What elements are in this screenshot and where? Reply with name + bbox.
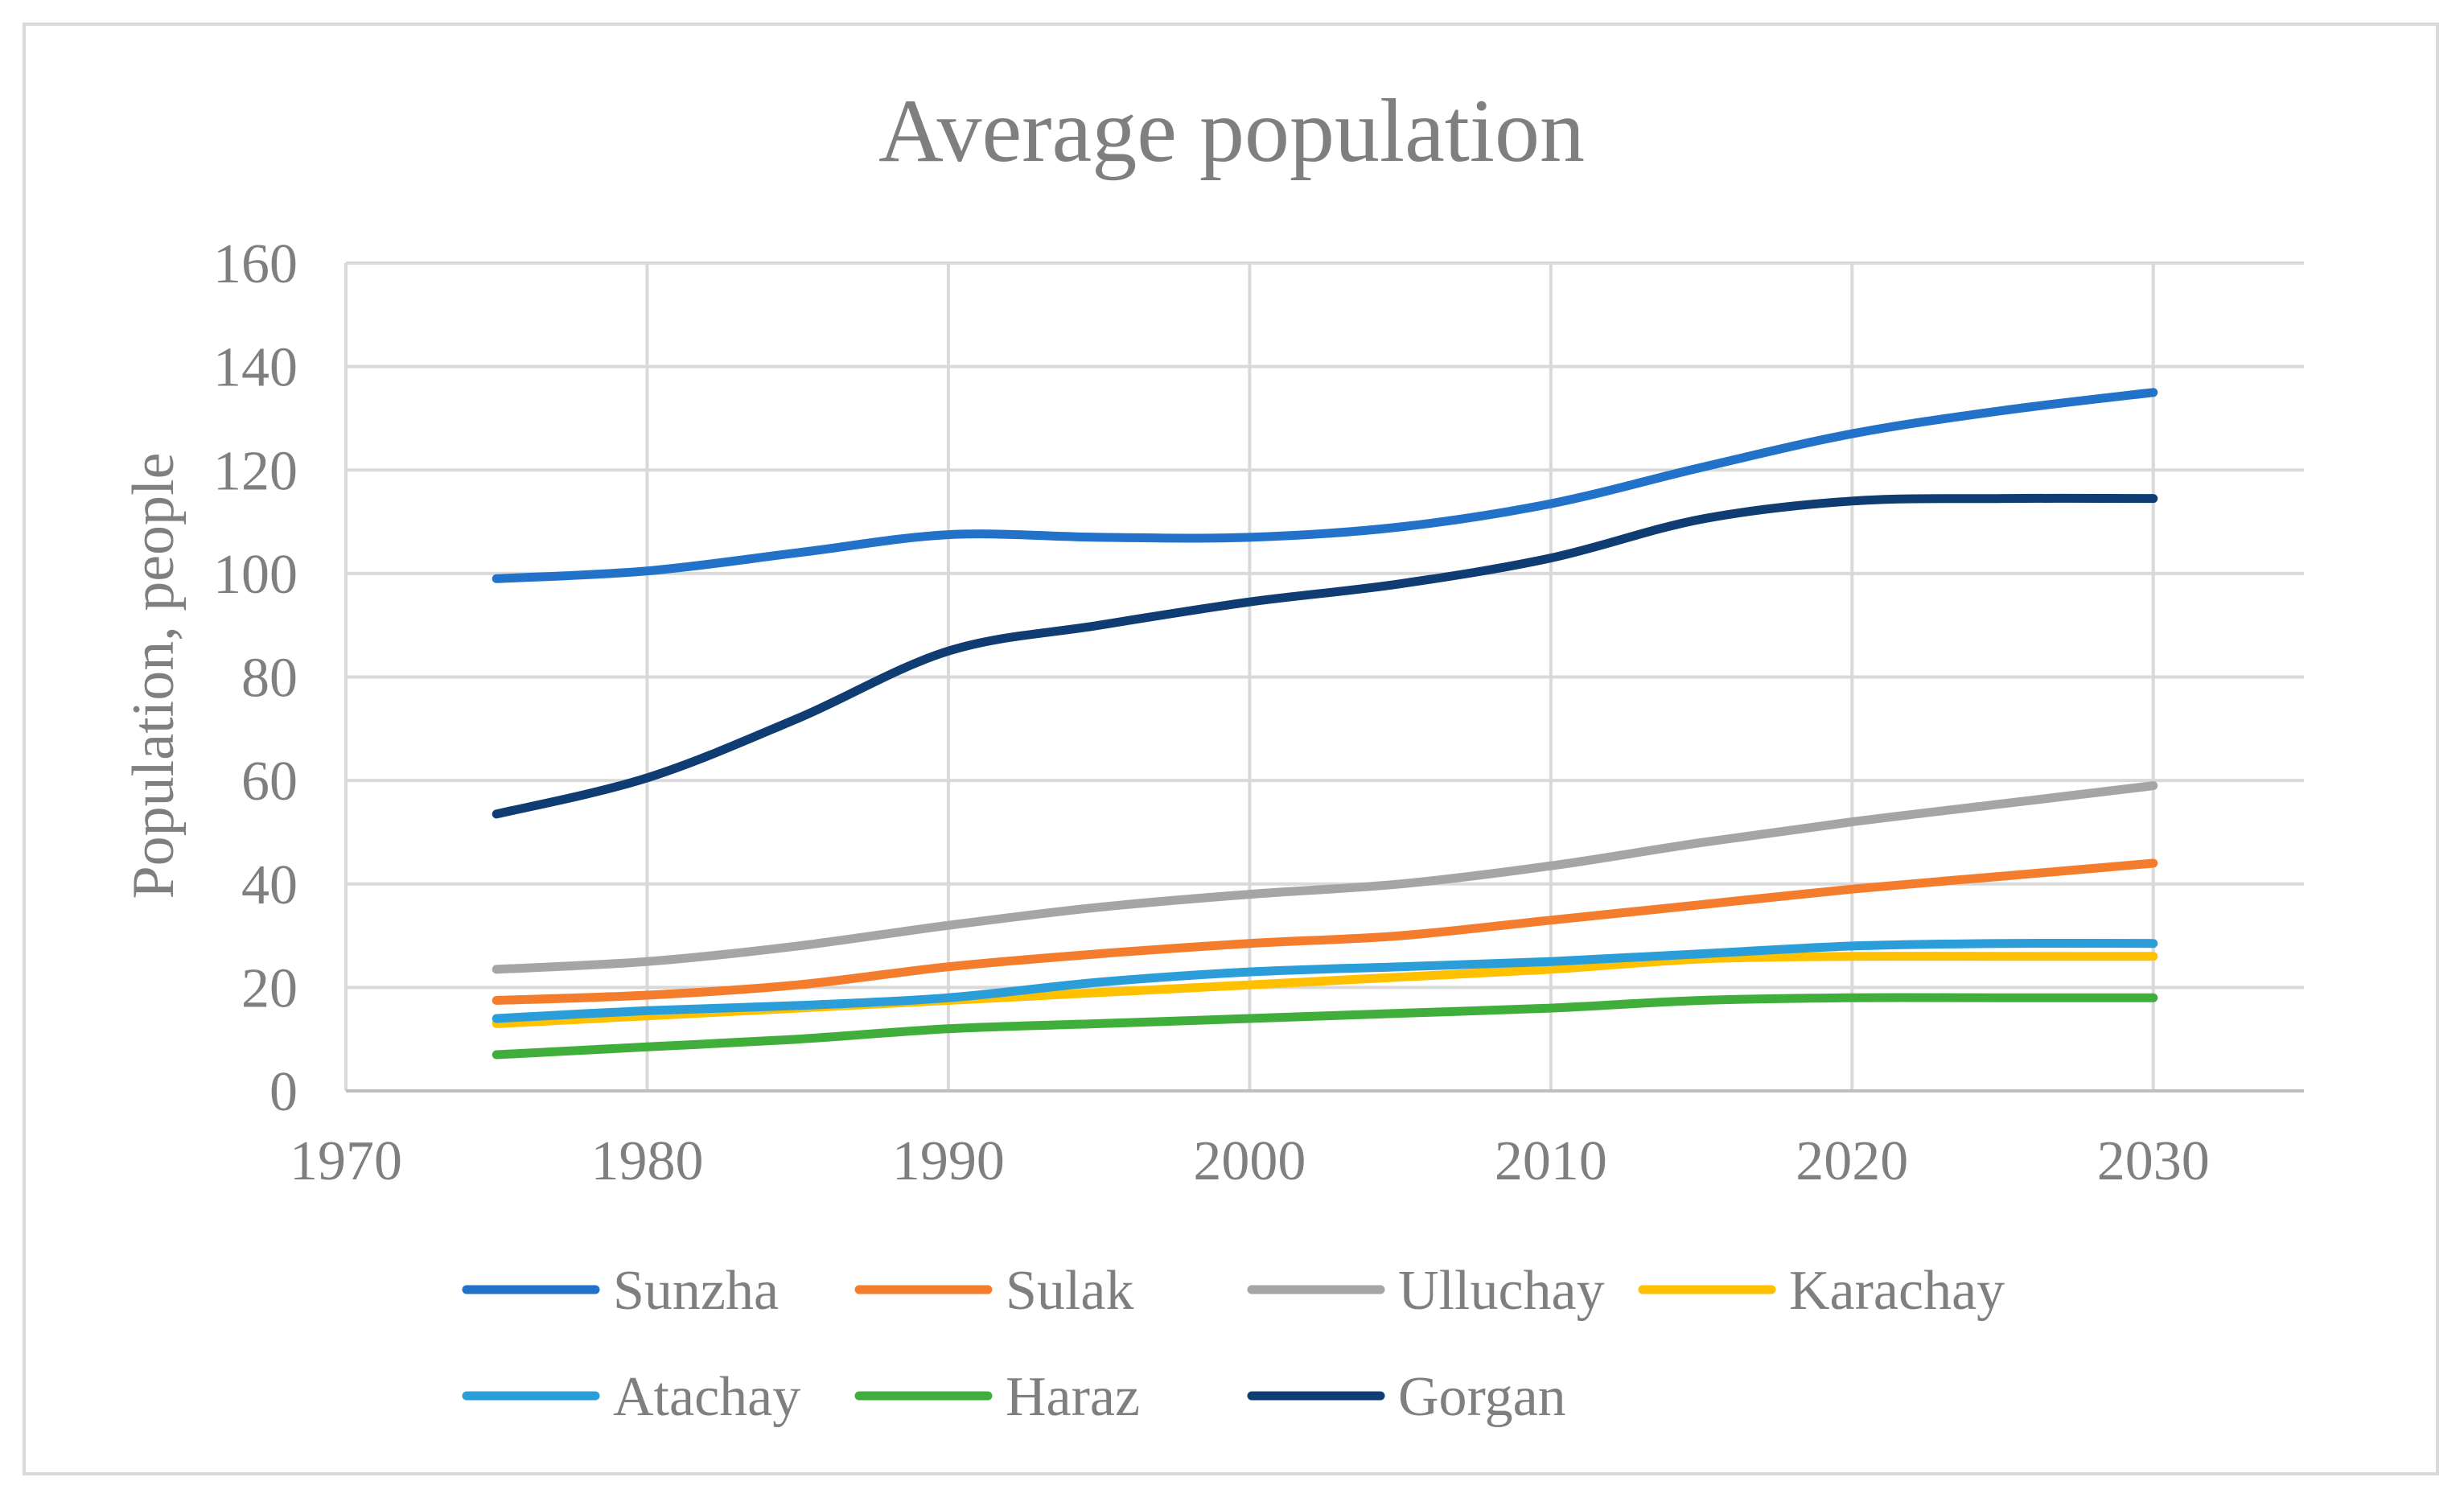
legend-item-sunzha: Sunzha bbox=[462, 1260, 779, 1322]
y-tick-label: 140 bbox=[213, 337, 298, 399]
series-line-haraz bbox=[492, 993, 2158, 1060]
x-tick-label: 1990 bbox=[892, 1130, 1005, 1192]
series-line-atachay bbox=[492, 938, 2158, 1023]
gridlines bbox=[344, 261, 2304, 1091]
legend-item-sulak: Sulak bbox=[854, 1260, 1133, 1322]
legend: Sunzha Sulak Ulluchay Karachay Atachay Haraz G… bbox=[462, 1260, 2005, 1428]
legend-label: Ulluchay bbox=[1398, 1260, 1605, 1322]
legend-label: Haraz bbox=[1006, 1366, 1140, 1428]
x-tick-label: 1970 bbox=[290, 1130, 402, 1192]
axes: 0 20 40 60 80 100 120 140 160 1970 1980 1990 2000 201… bbox=[213, 233, 2304, 1192]
legend-item-ulluchay: Ulluchay bbox=[1247, 1260, 1605, 1322]
series-line-sunzha bbox=[492, 388, 2158, 583]
x-tick-label: 2000 bbox=[1193, 1130, 1306, 1192]
y-tick-label: 100 bbox=[213, 544, 298, 606]
legend-item-gorgan: Gorgan bbox=[1247, 1366, 1566, 1428]
legend-label: Gorgan bbox=[1398, 1366, 1566, 1428]
y-axis-label: Population, people bbox=[121, 453, 187, 899]
legend-label: Sunzha bbox=[613, 1260, 779, 1322]
legend-item-atachay: Atachay bbox=[462, 1366, 800, 1428]
legend-label: Karachay bbox=[1789, 1260, 2005, 1322]
series-line-sulak bbox=[492, 858, 2158, 1005]
series-lines bbox=[492, 388, 2158, 1060]
x-tick-label: 2020 bbox=[1796, 1130, 1908, 1192]
y-tick-label: 60 bbox=[241, 751, 298, 813]
x-tick-label: 2010 bbox=[1495, 1130, 1607, 1192]
legend-label: Atachay bbox=[613, 1366, 800, 1428]
y-tick-label: 80 bbox=[241, 648, 298, 710]
chart-title: Average population bbox=[878, 81, 1585, 181]
legend-item-karachay: Karachay bbox=[1638, 1260, 2005, 1322]
x-tick-label: 2030 bbox=[2097, 1130, 2210, 1192]
series-line-ulluchay bbox=[492, 781, 2158, 974]
y-tick-label: 160 bbox=[213, 233, 298, 295]
y-tick-label: 40 bbox=[241, 854, 298, 916]
legend-item-haraz: Haraz bbox=[854, 1366, 1140, 1428]
legend-label: Sulak bbox=[1006, 1260, 1133, 1322]
series-line-gorgan bbox=[492, 493, 2158, 819]
y-tick-label: 20 bbox=[241, 957, 298, 1019]
y-tick-label: 120 bbox=[213, 440, 298, 502]
y-tick-label: 0 bbox=[269, 1061, 298, 1123]
x-tick-label: 1980 bbox=[590, 1130, 703, 1192]
